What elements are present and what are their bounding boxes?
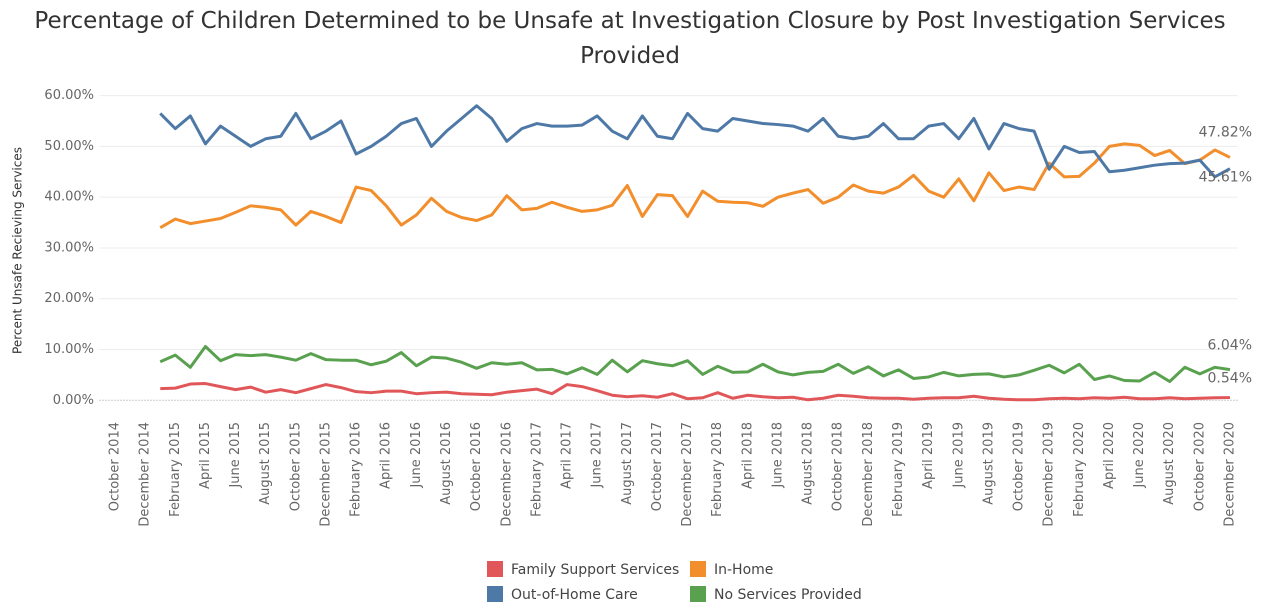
- y-tick-label: 50.00%: [44, 139, 94, 154]
- x-tick-label: October 2016: [469, 422, 484, 511]
- x-tick-label: October 2020: [1192, 422, 1207, 511]
- series-line: [159, 104, 1231, 179]
- x-tick-label: February 2018: [710, 422, 725, 517]
- x-tick-label: October 2014: [108, 422, 123, 511]
- y-tick-label: 20.00%: [44, 291, 94, 306]
- x-tick-label: June 2020: [1132, 422, 1147, 489]
- x-tick-label: December 2017: [680, 422, 695, 527]
- legend-swatch: [487, 586, 503, 602]
- x-tick-label: June 2016: [409, 422, 424, 489]
- data-label: 6.04%: [1208, 338, 1252, 354]
- y-tick-label: 10.00%: [44, 342, 94, 357]
- legend-label: No Services Provided: [714, 587, 862, 603]
- legend-swatch: [487, 561, 503, 577]
- x-tick-label: August 2016: [439, 422, 454, 505]
- series-line: [160, 382, 1230, 402]
- x-tick-label: April 2019: [921, 422, 936, 489]
- x-tick-label: June 2018: [770, 422, 785, 489]
- x-tick-label: October 2017: [650, 422, 665, 511]
- y-tick-label: 60.00%: [44, 88, 94, 103]
- x-tick-label: April 2018: [740, 422, 755, 489]
- chart-title: Percentage of Children Determined to be …: [34, 8, 1226, 69]
- data-label: 0.54%: [1208, 371, 1252, 387]
- x-tick-label: October 2018: [831, 422, 846, 511]
- y-tick-label: 0.00%: [53, 393, 94, 408]
- x-tick-label: April 2020: [1102, 422, 1117, 489]
- x-tick-label: December 2019: [1042, 422, 1057, 527]
- x-tick-label: October 2015: [288, 422, 303, 511]
- x-tick-label: April 2015: [198, 422, 213, 489]
- x-tick-label: December 2018: [861, 422, 876, 527]
- x-tick-label: June 2017: [590, 422, 605, 489]
- series-line: [159, 142, 1231, 229]
- legend-label: Out-of-Home Care: [511, 587, 638, 603]
- x-tick-label: February 2017: [529, 422, 544, 517]
- x-tick-label: February 2016: [349, 422, 364, 517]
- legend-label: In-Home: [714, 562, 773, 578]
- x-tick-label: December 2015: [318, 422, 333, 527]
- y-tick-label: 30.00%: [44, 240, 94, 255]
- data-label: 47.82%: [1199, 124, 1252, 140]
- legend-swatch: [690, 586, 706, 602]
- series-line: [159, 344, 1231, 384]
- legend-label: Family Support Services: [511, 562, 679, 578]
- x-tick-label: February 2015: [168, 422, 183, 517]
- x-tick-label: August 2018: [801, 422, 816, 505]
- x-tick-label: February 2020: [1072, 422, 1087, 517]
- x-tick-label: February 2019: [891, 422, 906, 517]
- x-tick-label: December 2020: [1222, 422, 1237, 527]
- legend: Family Support Services In-Home Out-of-Hom…: [487, 561, 862, 603]
- x-tick-label: June 2019: [951, 422, 966, 489]
- x-tick-label: December 2016: [499, 422, 514, 527]
- x-tick-label: December 2014: [138, 422, 153, 527]
- x-tick-label: June 2015: [228, 422, 243, 489]
- data-label: 45.61%: [1199, 170, 1252, 186]
- y-tick-label: 40.00%: [44, 190, 94, 205]
- x-tick-label: August 2019: [981, 422, 996, 505]
- y-axis-title: Percent Unsafe Recieving Services: [11, 147, 25, 354]
- x-tick-label: August 2015: [258, 422, 273, 505]
- legend-swatch: [690, 561, 706, 577]
- x-tick-label: August 2020: [1162, 422, 1177, 505]
- x-tick-label: April 2016: [379, 422, 394, 489]
- x-tick-label: April 2017: [560, 422, 575, 489]
- x-tick-label: August 2017: [620, 422, 635, 505]
- x-tick-label: October 2019: [1012, 422, 1027, 511]
